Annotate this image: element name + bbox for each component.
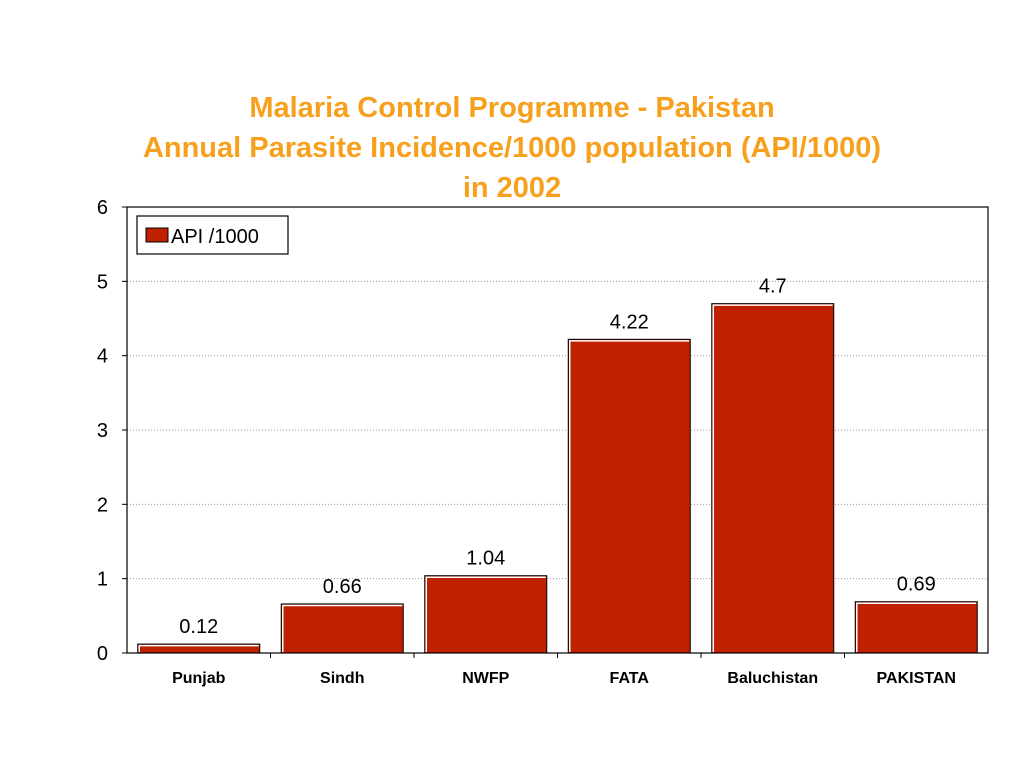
title-line-2: Annual Parasite Incidence/1000 populatio… xyxy=(142,132,882,164)
y-tick-label: 0 xyxy=(97,643,108,665)
y-tick-label: 4 xyxy=(97,346,108,368)
plot-area-border xyxy=(126,206,989,654)
data-label: 4.22 xyxy=(610,311,649,333)
x-category-label: Baluchistan xyxy=(727,670,818,687)
x-category-label: Punjab xyxy=(172,670,226,687)
x-category-label: Sindh xyxy=(320,670,364,687)
data-label: 1.04 xyxy=(466,548,505,570)
bar xyxy=(280,603,404,654)
legend-label: API /1000 xyxy=(171,226,259,248)
title-line-3: in 2002 xyxy=(462,172,562,204)
bar xyxy=(711,303,835,654)
x-category-label: FATA xyxy=(610,670,650,687)
x-category-label: NWFP xyxy=(462,670,509,687)
legend-swatch xyxy=(145,227,169,243)
y-tick-label: 2 xyxy=(97,494,108,516)
y-tick-label: 3 xyxy=(97,420,108,442)
data-label: 0.66 xyxy=(323,576,362,598)
y-tick-label: 5 xyxy=(97,271,108,293)
bar xyxy=(854,601,978,654)
data-label: 0.69 xyxy=(897,574,936,596)
chart-title: Malaria Control Programme - Pakistan Ann… xyxy=(0,88,1024,208)
bar xyxy=(567,338,691,654)
title-line-1: Malaria Control Programme - Pakistan xyxy=(249,92,775,124)
data-label: 4.7 xyxy=(759,276,787,298)
y-tick-label: 6 xyxy=(97,197,108,219)
data-label: 0.12 xyxy=(179,616,218,638)
y-tick-label: 1 xyxy=(97,569,108,591)
x-category-label: PAKISTAN xyxy=(877,670,956,687)
bar xyxy=(424,575,548,654)
